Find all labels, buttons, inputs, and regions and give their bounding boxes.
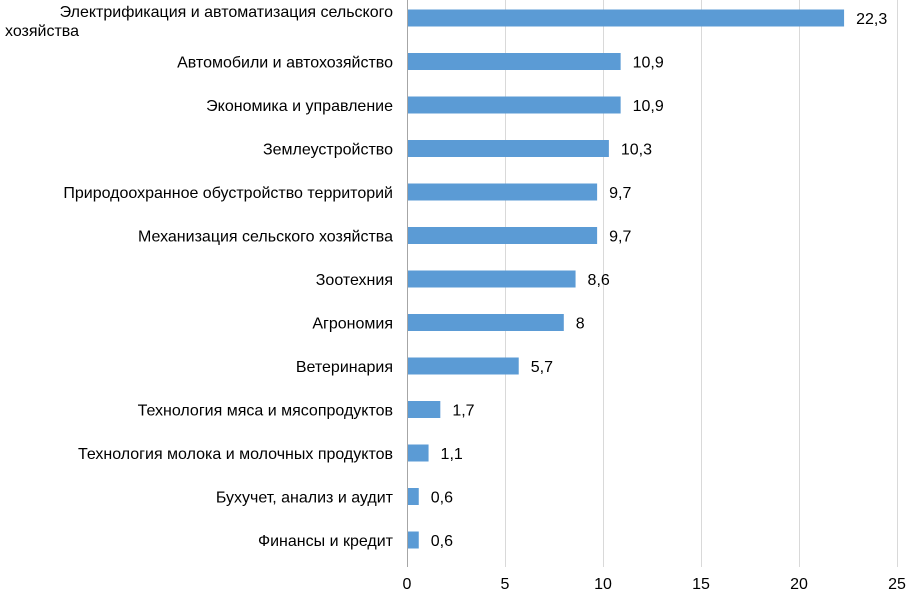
bar <box>408 488 419 505</box>
bar <box>408 9 845 27</box>
bar <box>408 53 621 70</box>
x-tick-label: 15 <box>692 576 710 592</box>
category-label: Ветеринария <box>296 359 393 376</box>
category-label: Автомобили и автохозяйство <box>177 55 393 72</box>
category-label: Землеустройство <box>263 142 393 159</box>
x-tick-label: 5 <box>501 576 510 592</box>
category-label: Технология мяса и мясопродуктов <box>138 403 393 420</box>
data-label: 8,6 <box>588 272 610 289</box>
x-tick-label: 0 <box>403 576 412 592</box>
category-label: Технология молока и молочных продуктов <box>78 446 393 463</box>
data-label: 10,9 <box>633 55 664 72</box>
bar <box>408 401 441 418</box>
category-label: Финансы и кредит <box>258 533 394 550</box>
category-label: Агрономия <box>312 316 393 333</box>
x-tick-label: 20 <box>790 576 808 592</box>
data-label: 10,3 <box>621 142 652 159</box>
category-label: хозяйства <box>5 23 79 40</box>
data-label: 9,7 <box>609 229 631 246</box>
category-label: Природоохранное обустройство территорий <box>63 185 393 202</box>
bar <box>408 357 519 375</box>
bar <box>408 227 598 244</box>
data-label: 1,7 <box>452 403 474 420</box>
bar <box>408 444 429 462</box>
x-tick-label: 10 <box>594 576 612 592</box>
category-label: Механизация сельского хозяйства <box>138 229 393 246</box>
category-label: Электрификация и автоматизация сельского <box>60 4 393 21</box>
bar <box>408 140 609 157</box>
data-label: 8 <box>576 316 585 333</box>
bar <box>408 96 621 114</box>
data-label: 0,6 <box>431 533 453 550</box>
x-tick-label: 25 <box>888 576 906 592</box>
bar <box>408 183 598 201</box>
data-label: 1,1 <box>441 446 463 463</box>
data-label: 9,7 <box>609 185 631 202</box>
data-label: 10,9 <box>633 98 664 115</box>
category-label: Зоотехния <box>316 272 393 289</box>
bar <box>408 314 564 331</box>
data-label: 5,7 <box>531 359 553 376</box>
data-label: 22,3 <box>856 11 887 28</box>
data-label: 0,6 <box>431 490 453 507</box>
bar <box>408 270 576 288</box>
category-label: Экономика и управление <box>206 98 393 115</box>
bar <box>408 531 419 549</box>
category-label: Бухучет, анализ и аудит <box>216 490 394 507</box>
